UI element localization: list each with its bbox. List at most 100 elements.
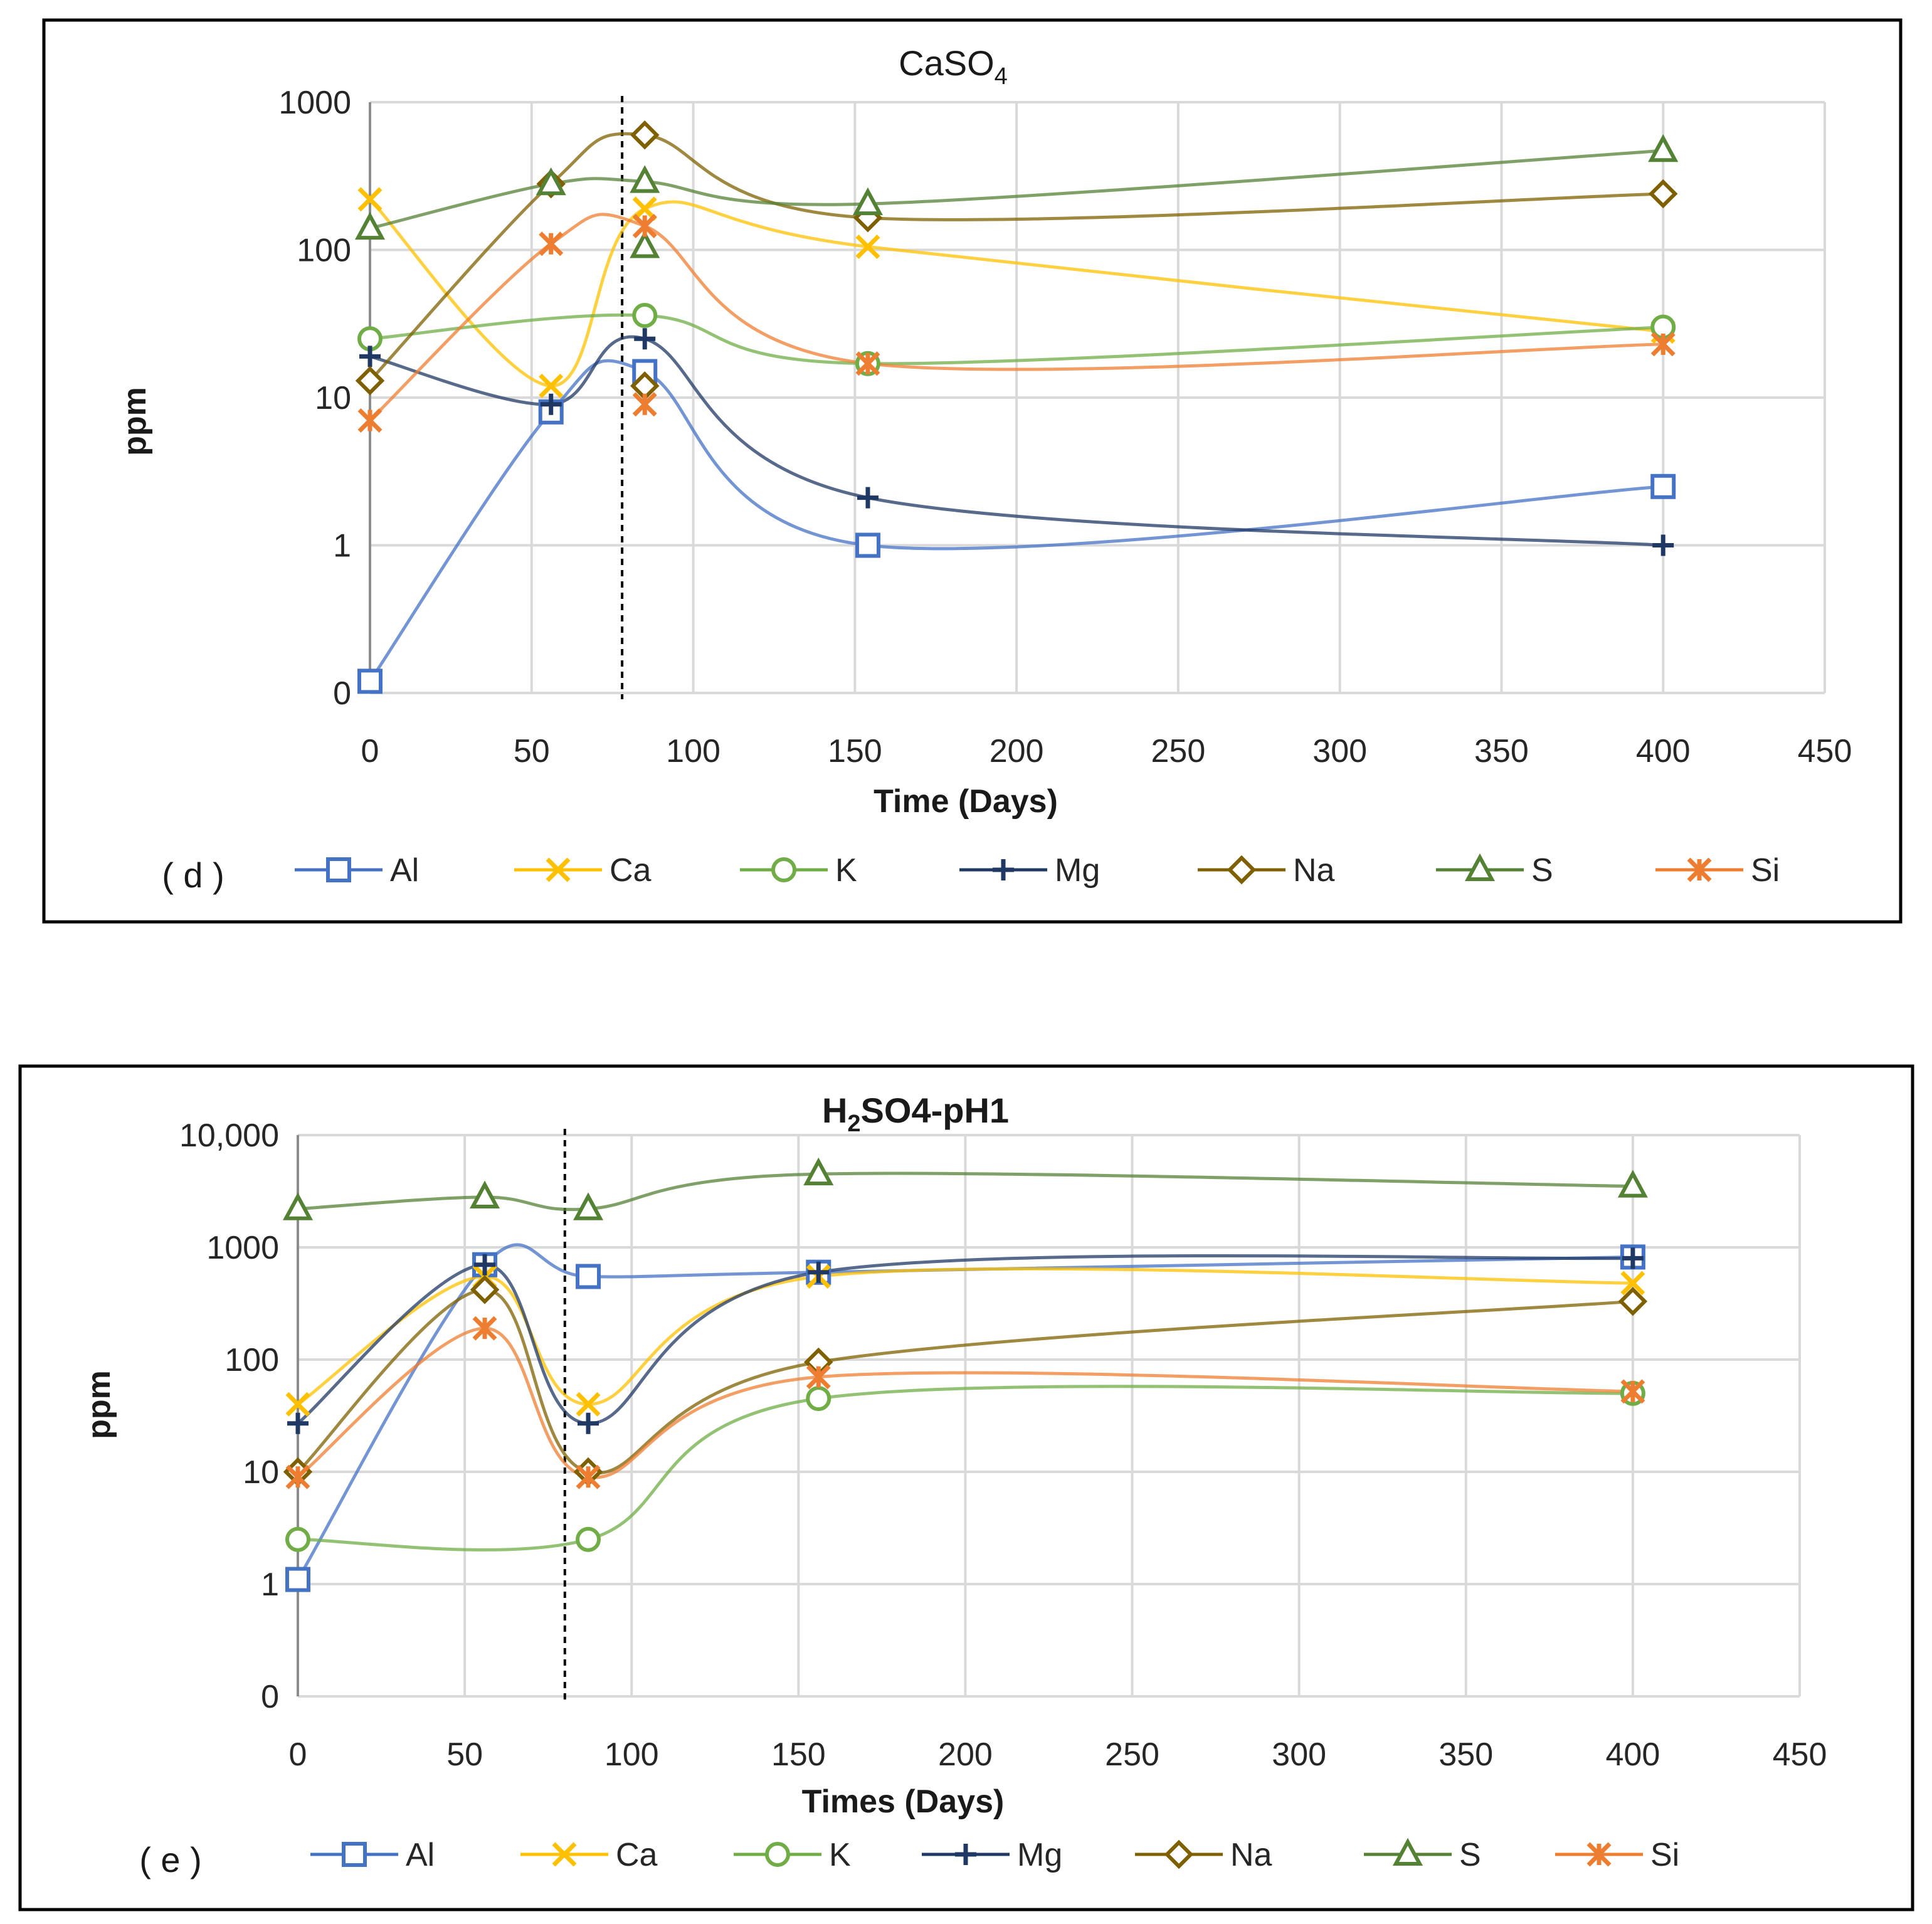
data-point-si	[632, 214, 657, 238]
data-point-s	[630, 230, 660, 258]
x-tick-label: 450	[1773, 1736, 1827, 1773]
data-point-si	[357, 408, 383, 433]
data-point-si	[1620, 1379, 1645, 1404]
series-line-al	[368, 359, 1664, 682]
data-point-ca	[632, 196, 657, 221]
data-point-k	[576, 1526, 601, 1552]
legend-label-s: S	[1459, 1837, 1481, 1873]
data-point-si	[472, 1316, 497, 1341]
data-point-na	[355, 366, 385, 396]
x-tick-label: 250	[1105, 1736, 1159, 1773]
series-line-mg	[369, 335, 1664, 547]
data-point-si	[576, 1464, 601, 1489]
legend-marker-s	[1392, 1837, 1423, 1866]
legend-marker-k	[765, 1842, 790, 1867]
data-point-ca	[855, 235, 880, 259]
data-point-mg	[1622, 1247, 1644, 1269]
legend-label-al: Al	[390, 852, 419, 889]
data-point-si	[855, 351, 880, 376]
data-point-si	[1650, 332, 1676, 357]
legend-marker-mg	[993, 859, 1014, 880]
data-point-al	[285, 1567, 310, 1592]
data-point-si	[806, 1365, 831, 1390]
data-point-al	[357, 669, 383, 694]
x-tick-label: 400	[1636, 733, 1691, 769]
panel-d-legend: Al Ca K Mg Na S Si	[295, 852, 1780, 889]
data-point-s	[470, 1180, 500, 1208]
legend-marker-mg	[955, 1844, 976, 1865]
data-point-k	[632, 302, 658, 328]
data-point-mg	[1652, 534, 1674, 556]
data-point-k	[806, 1386, 831, 1412]
x-tick-label: 250	[1151, 733, 1206, 769]
y-tick-label: 0	[261, 1679, 279, 1715]
series-line-mg	[297, 1254, 1633, 1425]
legend-marker-na	[1227, 855, 1257, 885]
data-point-s	[1617, 1170, 1648, 1198]
legend-marker-ca	[552, 1842, 577, 1867]
panel-e-markers	[282, 1157, 1648, 1592]
data-point-s	[282, 1192, 314, 1220]
series-line-k	[297, 1385, 1633, 1551]
legend-label-na: Na	[1230, 1837, 1272, 1873]
legend-label-s: S	[1531, 852, 1553, 889]
panel-d-markers	[354, 120, 1679, 694]
series-line-s	[369, 149, 1664, 230]
legend-marker-si	[1586, 1842, 1612, 1867]
x-tick-label: 50	[514, 733, 550, 769]
x-tick-label: 0	[289, 1736, 307, 1773]
legend-label-al: Al	[406, 1837, 435, 1873]
series-line-na	[369, 132, 1664, 382]
series-line-ca	[297, 1267, 1633, 1406]
data-point-ca	[576, 1392, 601, 1417]
y-tick-label: 10	[243, 1454, 279, 1491]
legend-marker-si	[1687, 857, 1712, 882]
x-tick-label: 150	[828, 733, 882, 769]
panel-e: H2SO4-pH1 0 1 10 100 1000 10,000 0 50 100 150 200…	[18, 1064, 1914, 1911]
panel-e-label: ( e )	[139, 1840, 202, 1879]
panel-d: CaSO4 0 1 10 100 1000 0 50 100 150 200 250 300 350 4…	[42, 18, 1903, 924]
legend-label-mg: Mg	[1055, 852, 1100, 889]
data-point-na	[630, 120, 660, 150]
series-line-ca	[369, 198, 1664, 388]
panel-d-y-tick-labels: 0 1 10 100 1000	[278, 85, 351, 712]
data-point-si	[285, 1464, 310, 1489]
data-point-mg	[857, 487, 879, 509]
data-point-si	[539, 231, 564, 256]
data-point-al	[855, 532, 880, 558]
series-line-na	[297, 1287, 1634, 1475]
data-point-na	[470, 1275, 500, 1304]
series-line-s	[297, 1171, 1633, 1212]
data-point-s	[852, 187, 883, 216]
data-point-ca	[285, 1392, 310, 1417]
legend-label-ca: Ca	[616, 1837, 658, 1873]
x-tick-label: 300	[1312, 733, 1367, 769]
y-tick-label: 10,000	[179, 1118, 279, 1154]
data-point-al	[1650, 473, 1676, 499]
x-tick-label: 100	[666, 733, 721, 769]
data-point-ca	[1620, 1271, 1645, 1296]
panel-e-x-axis-title: Times (Days)	[802, 1784, 1005, 1820]
legend-label-k: K	[835, 852, 857, 889]
y-tick-label: 0	[333, 675, 351, 712]
legend-marker-na	[1164, 1839, 1194, 1869]
legend-label-si: Si	[1650, 1837, 1679, 1873]
data-point-s	[803, 1157, 834, 1186]
x-tick-label: 350	[1474, 733, 1529, 769]
panel-d-y-axis-title: ppm	[117, 387, 153, 456]
data-point-ca	[357, 187, 383, 212]
data-point-s	[630, 165, 660, 193]
x-tick-label: 100	[604, 1736, 659, 1773]
x-tick-label: 200	[938, 1736, 993, 1773]
legend-label-ca: Ca	[610, 852, 652, 889]
data-point-mg	[578, 1412, 599, 1434]
y-tick-label: 100	[297, 233, 351, 269]
data-point-mg	[287, 1412, 309, 1434]
x-tick-label: 450	[1798, 733, 1852, 769]
legend-marker-ca	[546, 857, 571, 882]
x-tick-label: 50	[446, 1736, 483, 1773]
data-point-s	[573, 1192, 604, 1220]
x-tick-label: 300	[1272, 1736, 1326, 1773]
panel-d-x-tick-labels: 0 50 100 150 200 250 300 350 400 450	[361, 733, 1852, 769]
